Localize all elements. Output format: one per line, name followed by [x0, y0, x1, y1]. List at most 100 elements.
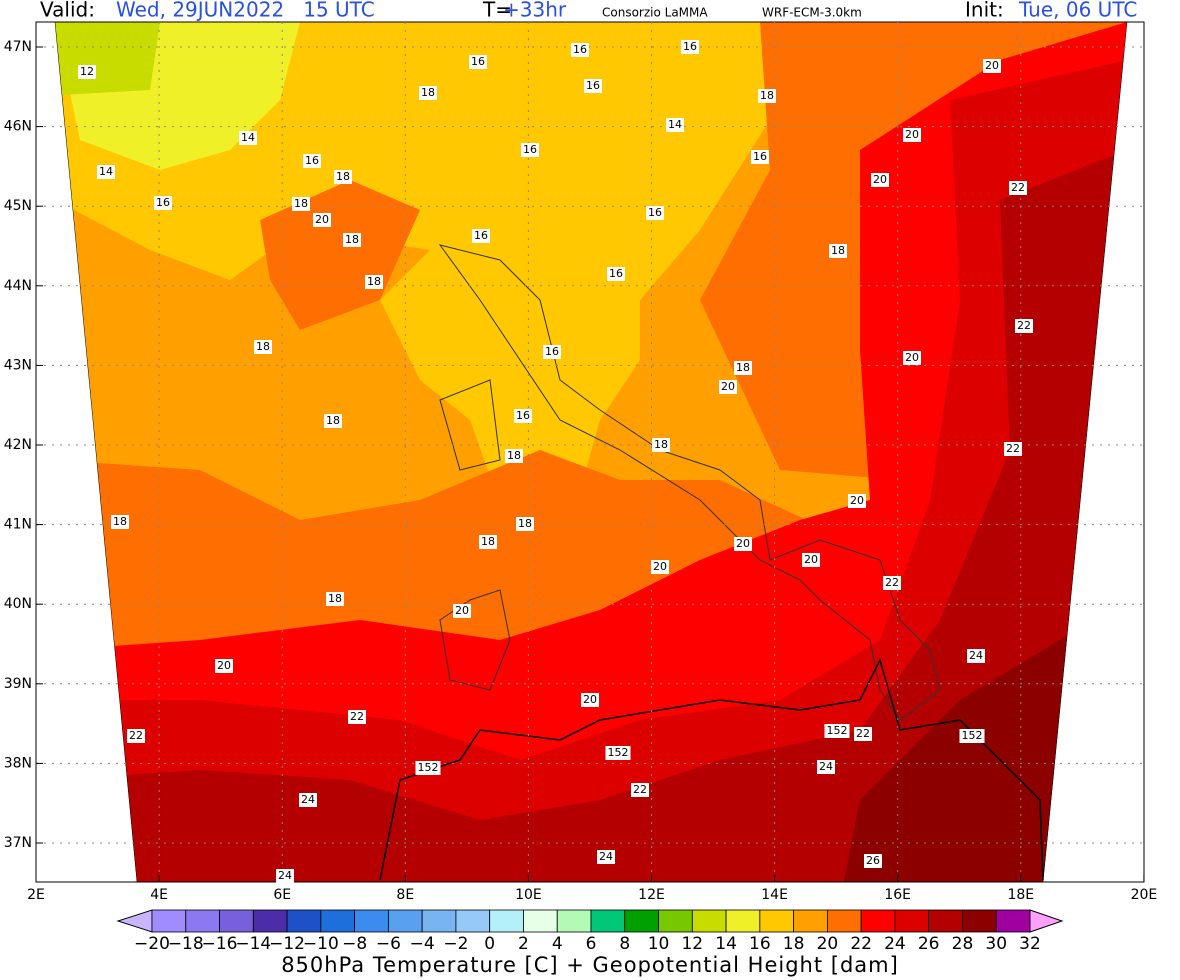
contour-label-box [903, 128, 921, 142]
colorbar-label: −2 [443, 934, 468, 954]
colorbar-box [219, 909, 254, 933]
forecast-step: +33hr [503, 0, 567, 22]
contour-label-box [334, 170, 352, 184]
contour-label-box [324, 414, 342, 428]
colorbar-label: 24 [884, 934, 906, 954]
lon-label: 16E [884, 887, 911, 903]
contour-label-box [127, 729, 145, 743]
colorbar-box [556, 909, 592, 933]
contour-label-box [365, 275, 383, 289]
step-label: T= [482, 0, 512, 22]
contour-label: 20 [736, 537, 750, 550]
contour-label: 18 [421, 86, 435, 99]
colorbar-label: 32 [1019, 934, 1041, 954]
colorbar-box [590, 909, 626, 933]
contour-label-box [472, 229, 490, 243]
colorbar-label: 26 [918, 934, 940, 954]
colorbar-box [489, 909, 524, 933]
contour-label-box [605, 746, 631, 760]
colorbar-box [624, 909, 659, 933]
contour-label-box [581, 693, 599, 707]
colorbar-label: −16 [202, 934, 238, 954]
lon-label: 6E [273, 887, 291, 903]
contour-label-box [983, 59, 1001, 73]
colorbar-label: 14 [715, 934, 737, 954]
lon-label: 12E [638, 887, 665, 903]
contour-label-box [646, 206, 664, 220]
contour-label: 18 [507, 449, 521, 462]
colorbar-label: 20 [817, 934, 839, 954]
contour-label: 16 [545, 345, 559, 358]
colorbar-box [151, 909, 187, 933]
contour-label-box [719, 380, 737, 394]
contour-label-box [469, 55, 487, 69]
lat-label: 41N [4, 517, 32, 533]
contour-label-box [903, 351, 921, 365]
contour-label: 20 [653, 560, 667, 573]
colorbar-label: −12 [269, 934, 305, 954]
contour-label: 16 [156, 196, 170, 209]
contour-label: 20 [850, 494, 864, 507]
contour-label: 18 [367, 275, 381, 288]
contour-label: 24 [301, 793, 315, 806]
header: Valid: Wed, 29JUN2022 15 UTC T= +33hr Co… [40, 0, 1137, 22]
init-time: Tue, 06 UTC [1018, 0, 1137, 22]
contour-label-box [521, 143, 539, 157]
colorbar-label: 22 [850, 934, 872, 954]
contour-label-box [299, 793, 317, 807]
colorbar-label: 18 [783, 934, 805, 954]
contour-label: 24 [278, 869, 292, 882]
contour-label-box [543, 345, 561, 359]
contour-label: 22 [129, 729, 143, 742]
contour-label: 16 [305, 154, 319, 167]
colorbar-label: 16 [749, 934, 771, 954]
contour-label: 22 [885, 576, 899, 589]
contour-label: 16 [648, 206, 662, 219]
colorbar-label: 0 [484, 934, 495, 954]
colorbar-box [523, 909, 558, 933]
contour-label: 18 [481, 535, 495, 548]
contour-label-box [802, 553, 820, 567]
contour-label-box [597, 850, 615, 864]
contour-label-box [758, 89, 776, 103]
contour-label-box [854, 727, 872, 741]
producer: Consorzio LaMMA [602, 6, 708, 20]
contour-label-box [584, 79, 602, 93]
contour-label: 20 [905, 351, 919, 364]
contour-label-box [959, 729, 985, 743]
contour-label-box [239, 131, 257, 145]
colorbar-label: −20 [134, 934, 170, 954]
contour-label-box [419, 86, 437, 100]
contour-label: 24 [599, 850, 613, 863]
contour-label-box [871, 173, 889, 187]
colorbar-box [894, 909, 930, 933]
contour-label-box [111, 515, 129, 529]
colorbar-title: 850hPa Temperature [C] + Geopotential He… [281, 953, 899, 977]
contour-label: 20 [455, 604, 469, 617]
coastline [438, 244, 941, 721]
contour-label-box [514, 409, 532, 423]
contour-label-box [215, 659, 233, 673]
contour-label: 18 [326, 414, 340, 427]
lon-label: 14E [761, 887, 788, 903]
colorbar-box [387, 909, 423, 933]
lat-label: 39N [4, 676, 32, 692]
contour-label: 20 [804, 553, 818, 566]
contour-label: 16 [573, 43, 587, 56]
contour-label-box [154, 196, 172, 210]
contour-label-box [1015, 319, 1033, 333]
contour-label: 16 [516, 409, 530, 422]
contour-label: 20 [583, 693, 597, 706]
contour-label: 18 [736, 361, 750, 374]
contour-label: 18 [760, 89, 774, 102]
contour-label-box [817, 760, 835, 774]
contour-label: 20 [217, 659, 231, 672]
colorbar-box [995, 909, 1031, 933]
colorbar-box [962, 909, 997, 933]
contour-label-box [666, 118, 684, 132]
colorbar-box [185, 909, 220, 933]
contour-label: 12 [80, 65, 94, 78]
contour-label-box [505, 449, 523, 463]
colorbar-box [691, 909, 727, 933]
contour-label: 20 [985, 59, 999, 72]
